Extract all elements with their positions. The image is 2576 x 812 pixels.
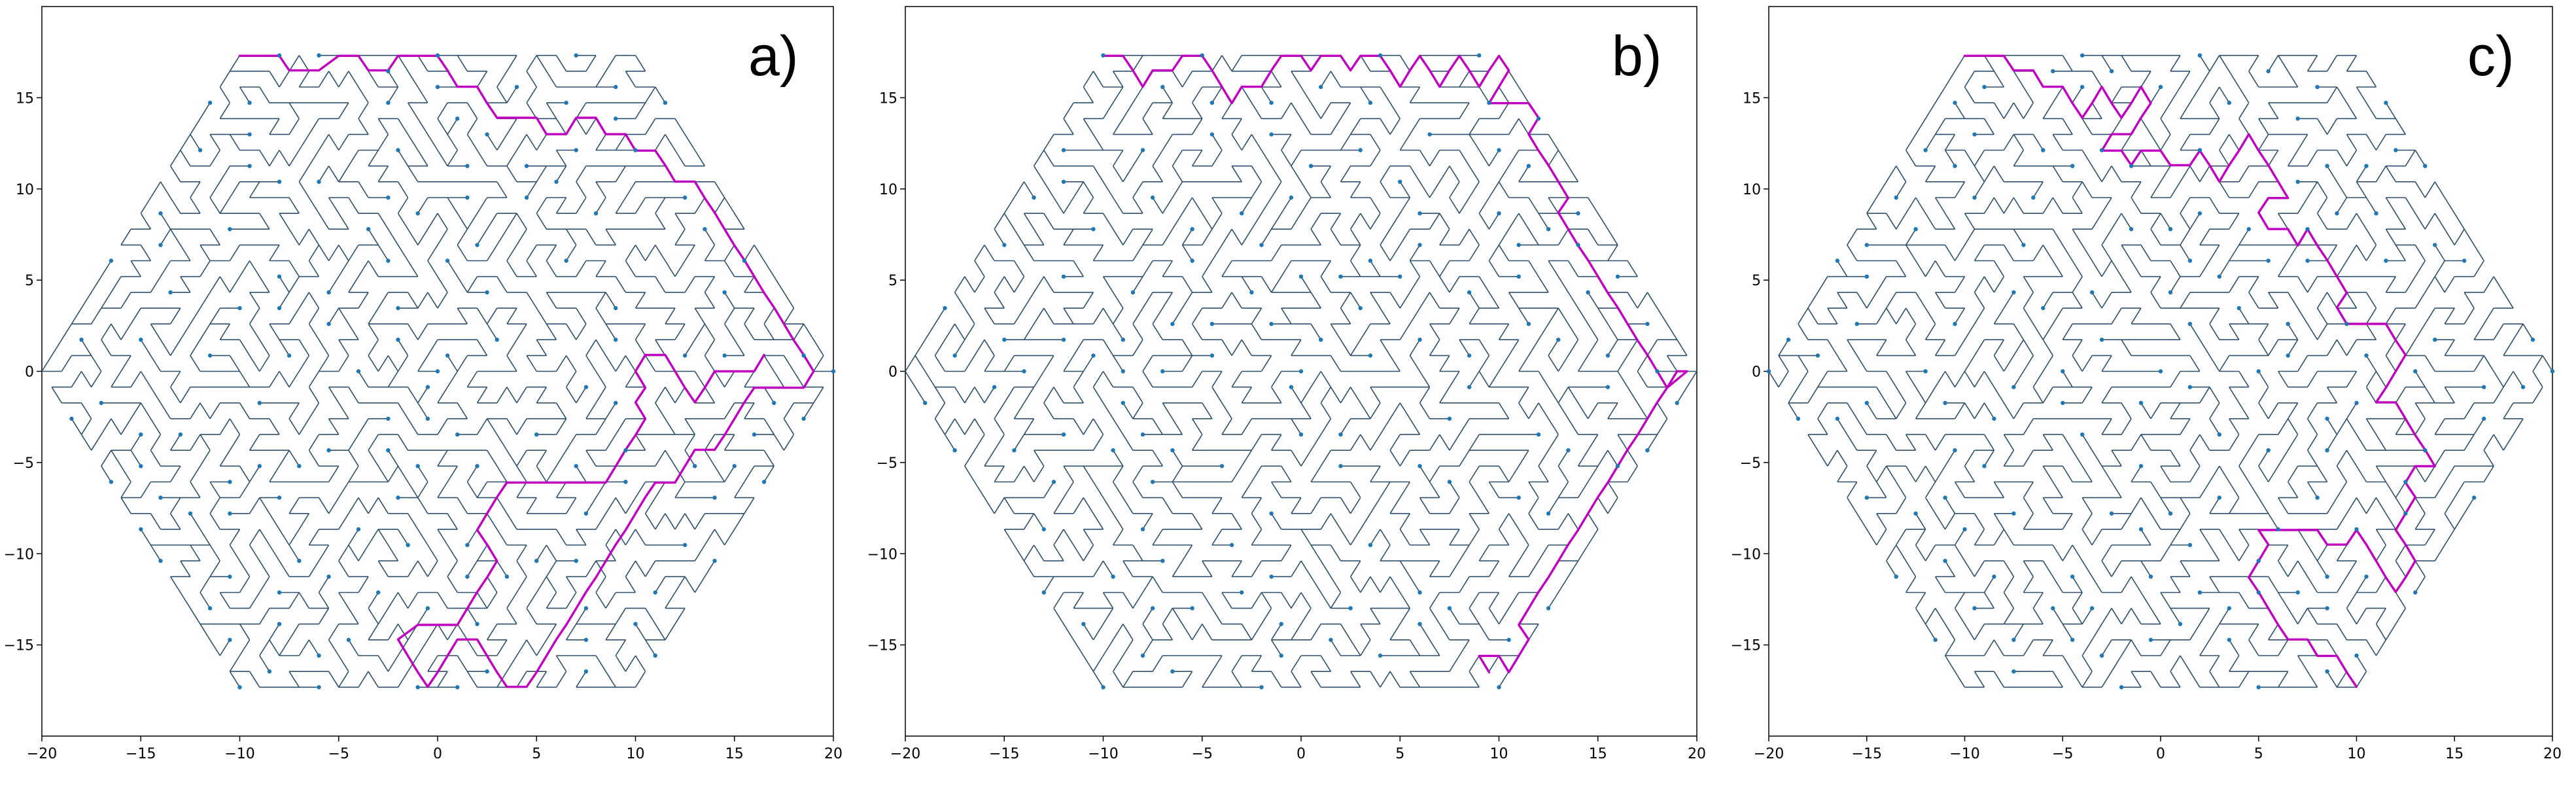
x-tick-label: −20 — [27, 746, 57, 762]
y-tick-label: 15 — [879, 90, 897, 107]
x-tick-label: −5 — [328, 746, 349, 762]
x-tick-label: 10 — [2348, 746, 2366, 762]
nodes — [1766, 53, 2555, 690]
y-tick-label: 5 — [25, 273, 34, 289]
y-tick-label: −15 — [867, 638, 897, 654]
panel-label-a: a) — [748, 25, 798, 88]
y-tick-label: −10 — [1731, 546, 1761, 563]
panel-label-b: b) — [1612, 25, 1662, 88]
x-tick-label: −5 — [2052, 746, 2073, 762]
x-tick-label: 5 — [2254, 746, 2263, 762]
y-tick-label: −5 — [13, 455, 34, 472]
x-tick-label: 5 — [1395, 746, 1404, 762]
y-tick-label: 5 — [1752, 273, 1761, 289]
y-tick-label: 0 — [888, 364, 897, 381]
nodes — [923, 53, 1679, 690]
x-tick-label: −10 — [1088, 746, 1118, 762]
network-chart-a: −20 −15 −10 −5 0 5 10 15 20 −15 −10 −5 0 5 10 15 a) — [4, 6, 843, 762]
x-tick-label: 20 — [824, 746, 843, 762]
y-tick-label: 0 — [25, 364, 34, 381]
tree-edges — [905, 54, 1697, 688]
panel-c: −20 −15 −10 −5 0 5 10 15 20 −15 −10 −5 0 5 10 15 c) — [1727, 0, 2576, 809]
panel-b: −20 −15 −10 −5 0 5 10 15 20 −15 −10 −5 0 5 10 15 b) — [863, 0, 1720, 809]
y-tick-label: −15 — [1731, 638, 1761, 654]
y-tick-label: −5 — [1740, 455, 1761, 472]
x-tick-label: −20 — [1754, 746, 1784, 762]
y-tick-label: 10 — [16, 182, 34, 198]
y-tick-label: −10 — [867, 546, 897, 563]
y-tick-label: −15 — [4, 638, 34, 654]
y-tick-label: 10 — [879, 182, 897, 198]
y-tick-label: −10 — [4, 546, 34, 563]
y-tick-label: 0 — [1752, 364, 1761, 381]
x-tick-label: 15 — [1589, 746, 1607, 762]
tree-edges — [1768, 54, 2553, 688]
y-tick-label: 15 — [1743, 90, 1761, 107]
x-tick-label: −10 — [224, 746, 254, 762]
x-tick-label: 0 — [433, 746, 442, 762]
x-tick-label: 10 — [627, 746, 645, 762]
highlight-path — [1963, 54, 2436, 688]
x-tick-label: 15 — [725, 746, 744, 762]
x-tick-label: 5 — [532, 746, 541, 762]
x-tick-label: −15 — [989, 746, 1019, 762]
x-tick-label: 15 — [2445, 746, 2463, 762]
panel-label-c: c) — [2467, 25, 2515, 88]
x-tick-label: −10 — [1949, 746, 1979, 762]
x-tick-label: 20 — [2543, 746, 2562, 762]
tree-edge-path — [905, 54, 1697, 688]
y-tick-label: 10 — [1743, 182, 1761, 198]
x-tick-label: −15 — [126, 746, 156, 762]
x-tick-label: 20 — [1688, 746, 1706, 762]
x-tick-label: −5 — [1192, 746, 1213, 762]
tree-edge-path — [1768, 54, 2553, 688]
network-chart-b: −20 −15 −10 −5 0 5 10 15 20 −15 −10 −5 0 5 10 15 b) — [867, 6, 1706, 762]
y-tick-label: −5 — [877, 455, 897, 472]
highlight-path — [238, 54, 815, 688]
leaf-node — [923, 53, 1679, 690]
x-tick-label: 0 — [1297, 746, 1306, 762]
x-tick-label: −15 — [1852, 746, 1882, 762]
x-tick-label: 0 — [2156, 746, 2165, 762]
panel-a: −20 −15 −10 −5 0 5 10 15 20 −15 −10 −5 0 5 10 15 a) — [0, 0, 857, 809]
leaf-node — [1766, 53, 2555, 690]
network-chart-c: −20 −15 −10 −5 0 5 10 15 20 −15 −10 −5 0 5 10 15 c) — [1731, 6, 2562, 762]
y-tick-label: 15 — [16, 90, 34, 107]
y-tick-label: 5 — [888, 273, 897, 289]
x-tick-label: −20 — [890, 746, 920, 762]
highlight-path — [1102, 54, 1688, 674]
x-tick-label: 10 — [1490, 746, 1508, 762]
